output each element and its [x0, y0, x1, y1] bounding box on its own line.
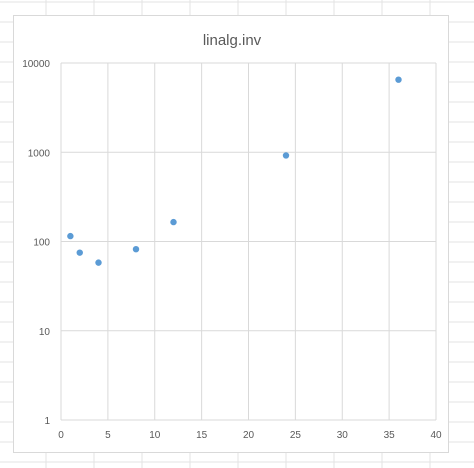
data-point — [395, 76, 402, 83]
x-tick-label: 5 — [105, 430, 111, 441]
x-tick-label: 25 — [290, 430, 302, 441]
y-tick-label: 1000 — [28, 148, 51, 159]
x-tick-label: 20 — [243, 430, 255, 441]
x-tick-label: 10 — [149, 430, 161, 441]
y-tick-label: 10000 — [22, 59, 50, 70]
x-tick-label: 40 — [430, 430, 442, 441]
data-point — [67, 232, 74, 240]
data-point — [132, 245, 140, 253]
y-tick-label: 1 — [44, 416, 50, 427]
x-tick-label: 30 — [337, 430, 349, 441]
y-tick-label: 10 — [39, 327, 51, 338]
data-point — [170, 218, 177, 226]
horizontal-gridlines — [61, 62, 436, 421]
data-point — [282, 152, 290, 159]
x-tick-label: 35 — [384, 430, 396, 441]
x-tick-label: 15 — [196, 430, 208, 441]
y-axis-tick-labels: 1 10 100 1000 10000 — [22, 59, 50, 427]
x-axis-tick-labels: 0 5 10 15 20 25 30 35 40 — [58, 430, 442, 441]
chart-area[interactable]: linalg.inv 0 5 10 15 20 25 30 35 40 1 10 100 1000 10… — [13, 15, 449, 453]
x-tick-label: 0 — [58, 430, 64, 441]
data-point — [76, 249, 83, 256]
data-point — [95, 259, 102, 266]
y-tick-label: 100 — [33, 238, 50, 249]
data-points — [67, 76, 402, 266]
chart-title: linalg.inv — [203, 32, 262, 49]
chart-plot: linalg.inv 0 5 10 15 20 25 30 35 40 1 10 100 1000 10… — [22, 32, 442, 441]
